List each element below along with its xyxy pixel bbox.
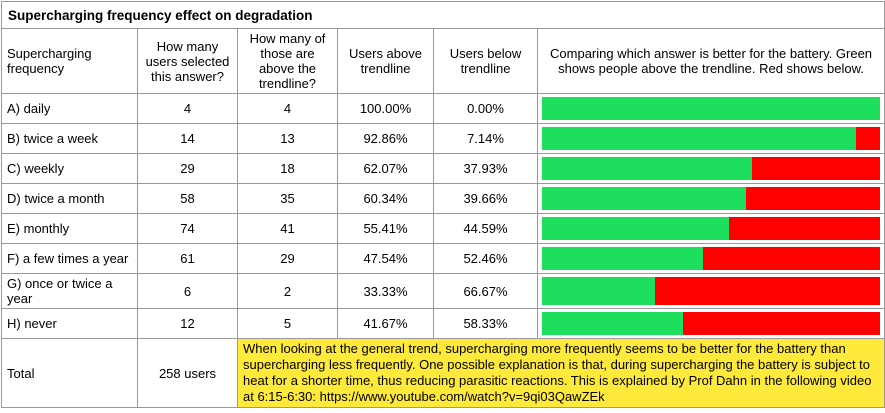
total-row: Total 258 users When looking at the gene…	[1, 338, 885, 408]
table-row: A) daily 4 4 100.00% 0.00%	[1, 93, 885, 124]
table-row: B) twice a week 14 13 92.86% 7.14%	[1, 123, 885, 154]
bar-cell	[536, 123, 885, 154]
users-below-pct-cell: 58.33%	[433, 308, 538, 339]
table-row: E) monthly 74 41 55.41% 44.59%	[1, 213, 885, 244]
frequency-cell: D) twice a month	[1, 183, 138, 214]
users-below-pct-cell: 39.66%	[433, 183, 538, 214]
total-users: 258 users	[137, 338, 238, 408]
frequency-cell: G) once or twice a year	[1, 273, 138, 309]
bar-cell	[536, 273, 885, 309]
users-above-pct-cell: 41.67%	[337, 308, 434, 339]
header-users-above-pct: Users above trendline	[337, 28, 434, 94]
stacked-bar	[542, 187, 881, 210]
users-selected-cell: 29	[137, 153, 238, 184]
frequency-cell: C) weekly	[1, 153, 138, 184]
users-below-pct-cell: 44.59%	[433, 213, 538, 244]
users-below-pct-cell: 0.00%	[433, 93, 538, 124]
bar-cell	[536, 308, 885, 339]
total-label: Total	[1, 338, 138, 408]
note-text: When looking at the general trend, super…	[243, 341, 872, 404]
frequency-cell: H) never	[1, 308, 138, 339]
red-bar-segment	[855, 127, 881, 150]
users-above-count-cell: 41	[237, 213, 338, 244]
table-row: D) twice a month 58 35 60.34% 39.66%	[1, 183, 885, 214]
users-above-count-cell: 5	[237, 308, 338, 339]
header-users-above-count: How many of those are above the trendlin…	[237, 28, 338, 94]
red-bar-segment	[682, 312, 881, 335]
green-bar-segment	[542, 127, 856, 150]
red-bar-segment	[654, 277, 881, 305]
users-below-pct-cell: 52.46%	[433, 243, 538, 274]
users-selected-cell: 4	[137, 93, 238, 124]
table-row: H) never 12 5 41.67% 58.33%	[1, 308, 885, 339]
users-selected-cell: 12	[137, 308, 238, 339]
bar-cell	[536, 93, 885, 124]
stacked-bar	[542, 312, 881, 335]
green-bar-segment	[542, 187, 746, 210]
users-selected-cell: 74	[137, 213, 238, 244]
green-bar-segment	[542, 277, 655, 305]
red-bar-segment	[702, 247, 881, 270]
red-bar-segment	[729, 217, 881, 240]
users-selected-cell: 61	[137, 243, 238, 274]
red-bar-segment	[745, 187, 881, 210]
page-title: Supercharging frequency effect on degrad…	[0, 1, 885, 29]
green-bar-segment	[542, 247, 703, 270]
frequency-cell: E) monthly	[1, 213, 138, 244]
header-bar-legend: Comparing which answer is better for the…	[536, 28, 885, 94]
users-above-pct-cell: 62.07%	[337, 153, 434, 184]
stacked-bar	[542, 127, 881, 150]
users-above-pct-cell: 55.41%	[337, 213, 434, 244]
header-users-selected: How many users selected this answer?	[137, 28, 238, 94]
green-bar-segment	[542, 217, 730, 240]
frequency-cell: B) twice a week	[1, 123, 138, 154]
users-above-count-cell: 29	[237, 243, 338, 274]
header-users-below-pct: Users below trendline	[433, 28, 538, 94]
users-above-pct-cell: 92.86%	[337, 123, 434, 154]
stacked-bar	[542, 247, 881, 270]
users-below-pct-cell: 66.67%	[433, 273, 538, 309]
users-above-pct-cell: 47.54%	[337, 243, 434, 274]
conclusion-note: When looking at the general trend, super…	[236, 338, 885, 408]
table-row: C) weekly 29 18 62.07% 37.93%	[1, 153, 885, 184]
users-above-pct-cell: 100.00%	[337, 93, 434, 124]
green-bar-segment	[542, 312, 683, 335]
users-above-count-cell: 35	[237, 183, 338, 214]
users-above-count-cell: 2	[237, 273, 338, 309]
youtube-link[interactable]: https://www.youtube.com/watch?v=9qi03Qaw…	[319, 389, 605, 404]
users-above-count-cell: 4	[237, 93, 338, 124]
stacked-bar	[542, 217, 881, 240]
frequency-cell: A) daily	[1, 93, 138, 124]
stacked-bar	[542, 277, 881, 305]
bar-cell	[536, 213, 885, 244]
stacked-bar	[542, 97, 881, 120]
bar-cell	[536, 153, 885, 184]
users-below-pct-cell: 37.93%	[433, 153, 538, 184]
users-above-pct-cell: 60.34%	[337, 183, 434, 214]
users-selected-cell: 14	[137, 123, 238, 154]
table-body: A) daily 4 4 100.00% 0.00% B) twice a we…	[1, 93, 885, 339]
red-bar-segment	[751, 157, 881, 180]
users-above-count-cell: 18	[237, 153, 338, 184]
users-selected-cell: 6	[137, 273, 238, 309]
users-selected-cell: 58	[137, 183, 238, 214]
green-bar-segment	[542, 97, 881, 120]
header-row: Supercharging frequency How many users s…	[1, 28, 885, 94]
green-bar-segment	[542, 157, 752, 180]
header-frequency: Supercharging frequency	[1, 28, 138, 94]
title-row: Supercharging frequency effect on degrad…	[0, 1, 885, 29]
table-row: F) a few times a year 61 29 47.54% 52.46…	[1, 243, 885, 274]
bar-cell	[536, 183, 885, 214]
table-row: G) once or twice a year 6 2 33.33% 66.67…	[1, 273, 885, 309]
frequency-cell: F) a few times a year	[1, 243, 138, 274]
bar-cell	[536, 243, 885, 274]
users-above-count-cell: 13	[237, 123, 338, 154]
users-above-pct-cell: 33.33%	[337, 273, 434, 309]
users-below-pct-cell: 7.14%	[433, 123, 538, 154]
stacked-bar	[542, 157, 881, 180]
